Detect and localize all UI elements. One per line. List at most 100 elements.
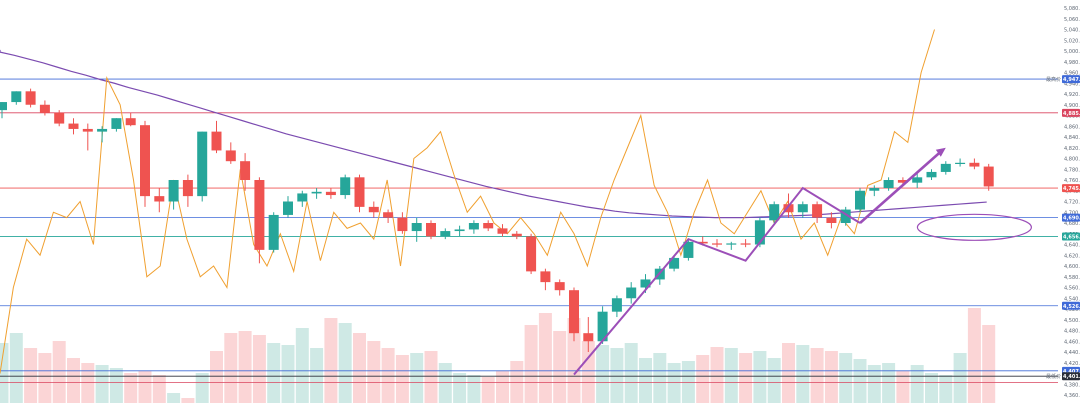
volume-bar bbox=[681, 361, 695, 403]
price-level-badges: 4,947.78最高价 4,885.49 4,745.59 4,690.12 4,656… bbox=[1046, 75, 1080, 381]
candle-body bbox=[468, 223, 479, 230]
candle-body bbox=[926, 171, 937, 178]
candle-body bbox=[325, 191, 336, 196]
candle-body bbox=[597, 311, 608, 342]
volume-bar bbox=[38, 353, 52, 403]
volume-bar bbox=[0, 343, 9, 403]
price-tick-label: 4,460.00 bbox=[1064, 339, 1080, 345]
volume-bar bbox=[453, 373, 467, 403]
candle-body bbox=[540, 271, 551, 283]
volume-bar bbox=[252, 335, 266, 403]
price-tick-label: 5,040.00 bbox=[1064, 28, 1080, 34]
drawing-annotations bbox=[573, 147, 1033, 376]
volume-bar bbox=[152, 375, 166, 403]
price-axis: 5,080.00 5,060.00 5,040.00 5,020.00 5,000.00… bbox=[1064, 6, 1080, 399]
candle-body bbox=[554, 282, 565, 291]
candle-body bbox=[712, 243, 722, 245]
candle-body bbox=[240, 161, 251, 180]
volume-bar bbox=[381, 348, 395, 403]
candle-body bbox=[82, 128, 93, 132]
candle-body bbox=[897, 180, 908, 183]
price-tick-label: 4,500.00 bbox=[1064, 318, 1080, 324]
volume-bar bbox=[238, 331, 252, 403]
volume-bar bbox=[724, 348, 738, 403]
candle-body bbox=[769, 204, 780, 221]
volume-bar bbox=[9, 333, 23, 403]
volume-bar bbox=[867, 365, 881, 403]
volume-bar bbox=[553, 331, 567, 403]
candle-body bbox=[354, 177, 365, 207]
price-tick-label: 5,060.00 bbox=[1064, 17, 1080, 23]
candle-body bbox=[912, 177, 923, 183]
price-level-tag: 最高价 bbox=[1046, 76, 1061, 83]
price-badge-label: 4,947.78 bbox=[1063, 77, 1080, 83]
volume-bar bbox=[939, 375, 953, 403]
candle-body bbox=[426, 223, 436, 237]
candle-body bbox=[168, 180, 179, 202]
volume-bar bbox=[739, 353, 753, 403]
candle-body bbox=[969, 162, 980, 167]
price-tick-label: 4,560.00 bbox=[1064, 286, 1080, 292]
volume-bar bbox=[295, 328, 309, 403]
volume-bar bbox=[538, 313, 552, 403]
price-tick-label: 4,420.00 bbox=[1064, 361, 1080, 367]
candle-body bbox=[526, 236, 537, 272]
volume-bar bbox=[610, 348, 624, 403]
price-level-tag: 最低价 bbox=[1046, 373, 1061, 380]
candle-body bbox=[812, 204, 823, 218]
candle-body bbox=[283, 201, 293, 215]
volume-bar bbox=[410, 353, 424, 403]
volume-bar bbox=[167, 393, 181, 403]
candle-body bbox=[368, 206, 379, 213]
candle-body bbox=[411, 223, 422, 232]
candle-body bbox=[125, 118, 136, 126]
volume-bar bbox=[925, 373, 938, 403]
volume-bar bbox=[639, 358, 652, 403]
volume-bar bbox=[810, 348, 824, 403]
volume-bar bbox=[624, 343, 638, 403]
candle-body bbox=[311, 191, 322, 194]
volume-bar bbox=[953, 353, 967, 403]
volume-bar bbox=[496, 371, 509, 403]
price-badge bbox=[1062, 232, 1080, 241]
volume-bar bbox=[210, 351, 223, 403]
volume-bar bbox=[181, 398, 195, 403]
volume-bar bbox=[896, 371, 910, 403]
price-badge-label: 4,656.17 bbox=[1063, 234, 1080, 240]
volume-bar bbox=[109, 368, 123, 403]
volume-bars bbox=[0, 308, 996, 403]
candle-body bbox=[454, 229, 465, 232]
price-tick-label: 4,900.00 bbox=[1064, 103, 1080, 109]
volume-bar bbox=[395, 355, 409, 403]
volume-bar bbox=[353, 333, 366, 403]
candle-body bbox=[268, 214, 279, 250]
price-tick-label: 4,980.00 bbox=[1064, 60, 1080, 66]
candle-body bbox=[740, 243, 751, 245]
price-tick-label: 4,760.00 bbox=[1064, 178, 1080, 184]
price-tick-label: 4,600.00 bbox=[1064, 264, 1080, 270]
candle-body bbox=[154, 196, 165, 202]
candle-body bbox=[140, 125, 150, 197]
candle-body bbox=[397, 217, 408, 232]
candle-body bbox=[883, 180, 894, 189]
candle-body bbox=[697, 241, 708, 244]
price-tick-label: 4,440.00 bbox=[1064, 350, 1080, 356]
price-badge-label: 4,526.95 bbox=[1063, 304, 1080, 310]
candle-body bbox=[754, 220, 765, 245]
candle-body bbox=[383, 212, 394, 218]
price-tick-label: 4,960.00 bbox=[1064, 71, 1080, 77]
candle-body bbox=[254, 180, 265, 250]
candle-body bbox=[797, 204, 808, 213]
volume-bar bbox=[67, 358, 80, 403]
oscillator-polyline bbox=[0, 29, 935, 374]
price-tick-label: 5,020.00 bbox=[1064, 38, 1080, 44]
candle-body bbox=[440, 231, 451, 237]
volume-bar bbox=[767, 358, 781, 403]
candle-body bbox=[0, 102, 7, 111]
candle-body bbox=[225, 150, 236, 162]
candle-body bbox=[68, 123, 79, 129]
candles bbox=[0, 88, 994, 352]
volume-bar bbox=[839, 353, 853, 403]
candle-body bbox=[54, 112, 65, 124]
candle-body bbox=[855, 190, 865, 210]
